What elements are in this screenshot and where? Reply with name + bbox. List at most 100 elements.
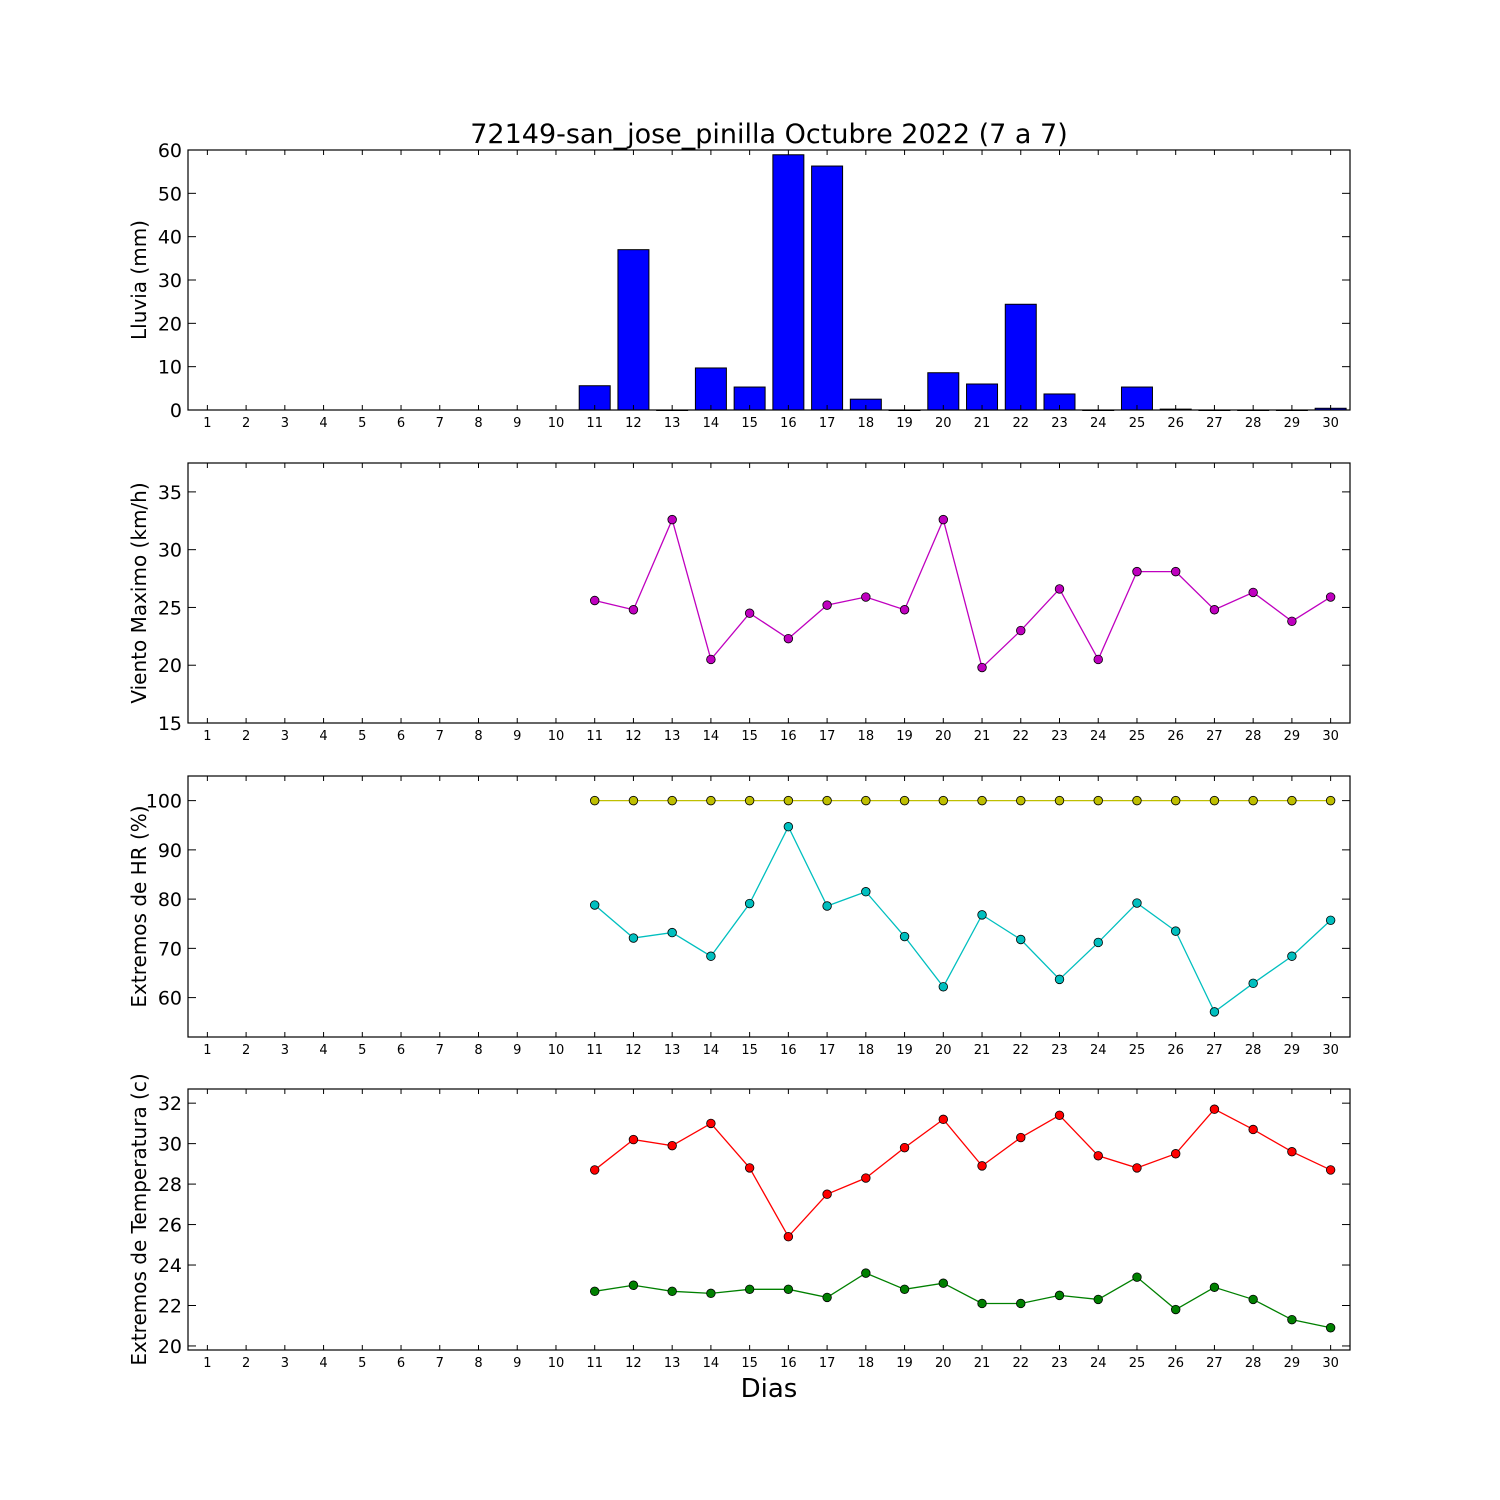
humidity-ytick-label: 70	[158, 938, 182, 960]
humidity-xtick-label: 23	[1051, 1043, 1068, 1058]
humidity-panel: 1 2 3 4 5 6 7 8 9 10 11 12 13 14 15 16 17 18 19 20 21 22 23 24 2…	[127, 775, 1351, 1058]
wind-series-1-point-26	[1170, 566, 1181, 577]
temperature-series-1-point-27	[1209, 1104, 1220, 1114]
temperature-ytick-label: 24	[158, 1255, 182, 1277]
temperature-xtick-label: 10	[548, 1356, 565, 1371]
wind-xtick-label: 15	[741, 729, 758, 744]
humidity-series-2-point-15	[744, 898, 755, 909]
rain-ytick-label: 60	[158, 140, 182, 162]
humidity-xtick-label: 9	[513, 1043, 521, 1058]
humidity-series-1-point-25	[1132, 795, 1142, 806]
rain-xtick-label: 15	[741, 416, 758, 431]
wind-xtick-label: 22	[1012, 729, 1029, 744]
temperature-ytick-label: 22	[158, 1295, 182, 1317]
rain-bar-16	[772, 154, 805, 411]
wind-xtick-label: 18	[858, 729, 875, 744]
humidity-series-2-point-21	[977, 910, 987, 920]
humidity-xtick-label: 21	[974, 1043, 991, 1058]
humidity-series-2-point-25	[1132, 898, 1142, 908]
wind-series-1-point-23	[1054, 584, 1065, 594]
wind-series-1-point-22	[1016, 625, 1026, 636]
humidity-series-1-point-20	[938, 795, 949, 806]
rain-xtick-label: 2	[242, 416, 250, 431]
temperature-xtick-label: 15	[741, 1356, 758, 1371]
temperature-xtick-label: 13	[664, 1356, 681, 1371]
temperature-xtick-label: 4	[319, 1356, 327, 1371]
humidity-series-1-point-27	[1209, 795, 1220, 806]
wind-xtick-label: 25	[1129, 729, 1146, 744]
humidity-xtick-label: 27	[1206, 1043, 1223, 1058]
humidity-series-1-point-30	[1325, 795, 1336, 806]
wind-xtick-label: 3	[281, 729, 289, 744]
wind-series-1-point-30	[1325, 592, 1336, 602]
temperature-series-2-point-17	[822, 1292, 832, 1303]
rain-xtick-label: 25	[1129, 416, 1146, 431]
rain-xtick-label: 24	[1090, 416, 1107, 431]
rain-xtick-label: 3	[281, 416, 289, 431]
temperature-xtick-label: 6	[397, 1356, 405, 1371]
humidity-series-1-point-28	[1248, 795, 1258, 806]
humidity-series-2-point-23	[1054, 974, 1065, 985]
temperature-series-1-point-13	[667, 1140, 677, 1151]
temperature-xtick-label: 14	[703, 1356, 720, 1371]
rain-xtick-label: 28	[1245, 416, 1262, 431]
wind-xtick-label: 6	[397, 729, 405, 744]
temperature-xtick-label: 12	[625, 1356, 642, 1371]
rain-xtick-label: 16	[780, 416, 797, 431]
humidity-ytick-label: 60	[158, 988, 182, 1010]
rain-bar-14	[694, 367, 727, 411]
temperature-xtick-label: 21	[974, 1356, 991, 1371]
wind-xtick-label: 11	[586, 729, 603, 744]
wind-xtick-label: 29	[1284, 729, 1301, 744]
subplots: 1 2 3 4 5 6 7 8 9 10 11 12 13 14 15 16 17 18 19 20 21 22 23 24 2…	[127, 140, 1351, 1371]
rain-xtick-label: 27	[1206, 416, 1223, 431]
humidity-xtick-label: 11	[586, 1043, 603, 1058]
humidity-series-2-point-20	[938, 982, 949, 992]
wind-xtick-label: 27	[1206, 729, 1223, 744]
rain-ytick-label: 0	[170, 400, 182, 422]
wind-xtick-label: 24	[1090, 729, 1107, 744]
rain-xtick-label: 13	[664, 416, 681, 431]
humidity-series-1-point-24	[1093, 795, 1103, 806]
humidity-series-2-point-22	[1016, 934, 1026, 945]
rain-xtick-label: 1	[203, 416, 211, 431]
rain-bar-12	[617, 249, 650, 411]
temperature-axes-frame	[187, 1088, 1351, 1351]
humidity-xtick-label: 22	[1012, 1043, 1029, 1058]
temperature-ytick-label: 20	[158, 1336, 182, 1358]
temperature-series-2-point-13	[667, 1286, 677, 1297]
chart-title: 72149-san_jose_pinilla Octubre 2022 (7 a…	[470, 119, 1068, 150]
rain-y-axis-label: Lluvia (mm)	[127, 220, 151, 340]
wind-series-1-point-17	[822, 600, 832, 610]
wind-xtick-label: 26	[1167, 729, 1184, 744]
rain-bar-22	[1004, 303, 1037, 411]
temperature-ytick-label: 28	[158, 1174, 182, 1196]
temperature-series-1-point-16	[783, 1231, 794, 1242]
humidity-series-1-point-26	[1170, 795, 1181, 806]
temperature-series-1-point-20	[938, 1114, 949, 1125]
humidity-series-1-point-12	[628, 795, 639, 806]
temperature-series-1-point-21	[977, 1161, 987, 1171]
wind-xtick-label: 19	[896, 729, 913, 744]
wind-series-1-point-11	[590, 595, 600, 606]
humidity-xtick-label: 19	[896, 1043, 913, 1058]
rain-ytick-label: 40	[158, 227, 182, 249]
humidity-xtick-label: 10	[548, 1043, 565, 1058]
rain-xtick-label: 8	[474, 416, 482, 431]
rain-ytick-label: 20	[158, 313, 182, 335]
rain-ytick-label: 50	[158, 183, 182, 205]
humidity-series-2-point-11	[590, 900, 600, 910]
wind-xtick-label: 2	[242, 729, 250, 744]
temperature-series-1-point-28	[1248, 1124, 1258, 1135]
wind-series-1-point-28	[1248, 587, 1258, 598]
temperature-xtick-label: 2	[242, 1356, 250, 1371]
wind-series-1-point-21	[977, 662, 987, 673]
humidity-series-2-point-26	[1170, 926, 1181, 936]
temperature-series-2-point-20	[938, 1278, 949, 1288]
temperature-series-2-point-28	[1248, 1294, 1258, 1305]
temperature-xtick-label: 9	[513, 1356, 521, 1371]
rain-bar-17	[811, 165, 844, 411]
wind-xtick-label: 16	[780, 729, 797, 744]
wind-xtick-label: 7	[436, 729, 444, 744]
temperature-xtick-label: 16	[780, 1356, 797, 1371]
